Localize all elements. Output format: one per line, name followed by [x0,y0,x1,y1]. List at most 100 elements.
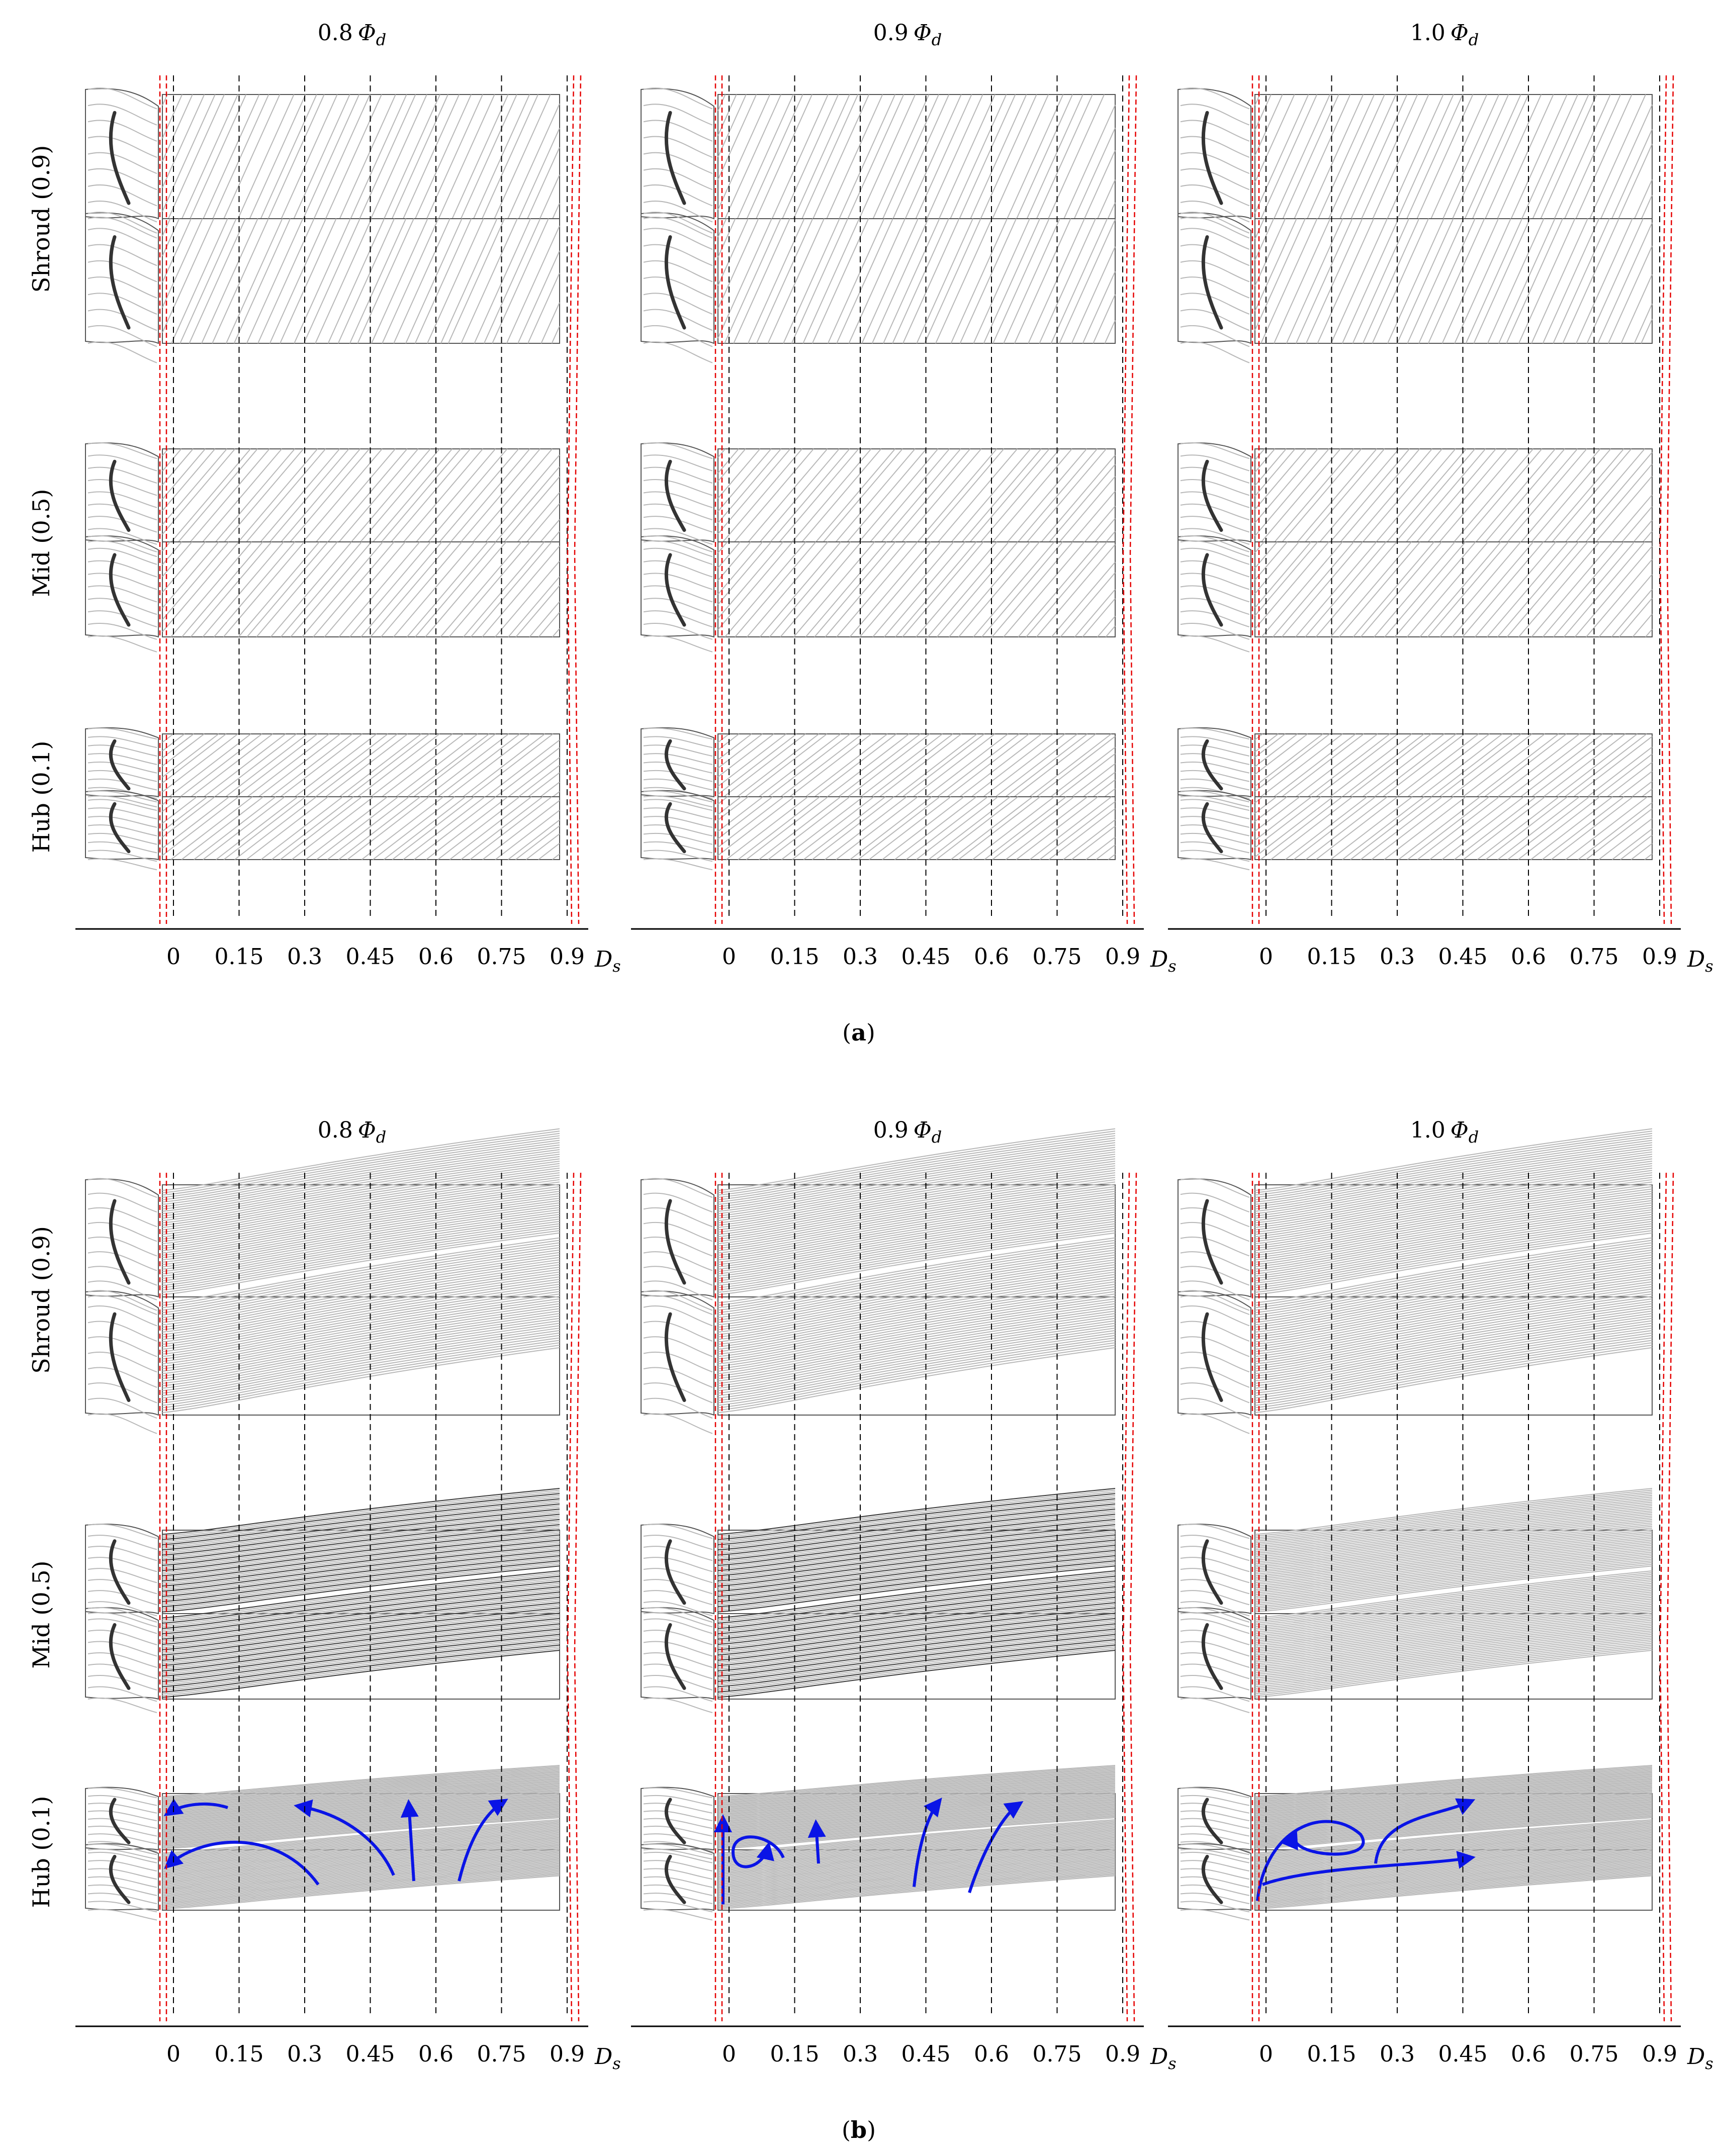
streamline [1254,448,1296,497]
streamline [495,809,560,860]
streamline [1254,94,1295,183]
streamline [258,733,341,797]
streamline [717,1841,1116,1876]
streamline [1340,448,1420,542]
streamline [1374,733,1457,797]
streamline [717,1790,1116,1823]
streamline [717,1565,1116,1613]
streamline [212,94,269,219]
streamline [515,825,560,860]
streamline [337,218,395,344]
blade-streamline [643,168,713,191]
streamline [1254,1538,1653,1585]
blade-streamline [643,120,713,142]
blade-airfoil [664,802,686,854]
streamline [162,1642,560,1691]
streamline [162,1505,560,1552]
streamline [162,1510,560,1557]
streamline [461,448,540,542]
blade-streamline [643,1607,713,1623]
x-tick-label: 0.9 [1105,944,1140,970]
blade-streamline [1180,104,1250,126]
streamline [1540,94,1597,219]
streamline [1254,1558,1653,1606]
streamline [162,1785,560,1817]
blade-streamline [87,228,157,250]
streamline [508,757,560,797]
streamline [1039,218,1096,344]
streamline [162,796,198,824]
streamline [760,448,840,542]
streamline [847,94,905,219]
streamline [717,733,740,751]
streamline [162,1281,560,1348]
blade-streamline [643,1367,713,1388]
streamline [756,94,813,219]
axis-unit-label: Ds [1150,947,1177,976]
blade-streamline [87,1868,157,1880]
streamline [1477,796,1560,860]
streamline [1254,1276,1653,1343]
streamline [717,1154,1116,1216]
streamline [1254,448,1329,536]
streamline [717,1618,1116,1666]
streamline [162,1609,560,1657]
blade-streamline [1180,1810,1250,1822]
blade-streamline [1180,770,1250,782]
streamline [1439,448,1519,542]
blade-streamline [1180,1686,1250,1702]
blade-streamline [643,260,713,283]
streamline [717,1562,1116,1609]
streamline [406,541,489,637]
streamline [1254,1649,1653,1698]
streamline [717,1491,1116,1539]
streamline [384,94,441,219]
streamline [316,448,396,542]
streamline [1586,559,1653,637]
streamline [162,1498,560,1545]
streamline [162,1202,560,1265]
streamline [162,1223,560,1286]
streamline [1254,1335,1653,1401]
streamline [162,1218,560,1281]
row-panel [1178,442,1653,652]
streamline [1442,94,1500,219]
streamline [717,1770,1116,1803]
blade-streamline [1180,1818,1250,1829]
streamline [801,94,859,219]
streamline [717,1855,1116,1890]
x-tick-label: 0 [1259,944,1273,970]
blade-streamline [1180,573,1250,590]
streamline [717,1869,1116,1904]
blade-streamline [1180,1535,1250,1550]
streamline [162,1156,560,1219]
row-panel [85,1128,560,1434]
streamline [717,1498,1116,1545]
blade-streamline [87,1579,157,1595]
streamline [1254,1787,1653,1819]
streamline [162,1637,560,1685]
streamline [482,800,560,860]
streamline [370,94,427,219]
blade-streamline [87,491,157,508]
x-tick-label: 0.45 [1438,944,1488,970]
streamline [1254,1524,1653,1571]
passage-outline [162,541,560,637]
streamline [1254,541,1264,553]
streamline [162,1172,560,1235]
streamline [802,218,860,344]
streamline [717,1335,1116,1401]
streamline [717,1131,1116,1193]
streamline [1552,448,1632,542]
streamline [1618,598,1653,637]
blade-streamline [643,790,713,803]
streamline [1374,541,1456,637]
streamline [1014,218,1071,344]
flow-coefficient: 0.9 [873,1117,909,1143]
streamline [717,1852,1116,1887]
streamline [162,1553,560,1601]
streamline [426,94,483,219]
streamline [950,218,1008,344]
vortex-flow-arrow [1262,1851,1476,1886]
streamline [783,218,840,344]
